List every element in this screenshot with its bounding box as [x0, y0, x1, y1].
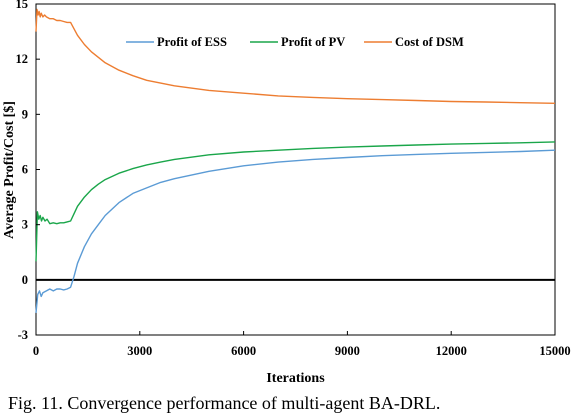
series-line-2	[35, 8, 556, 104]
x-tick-label: 0	[33, 344, 39, 358]
series-layer	[35, 8, 556, 313]
y-tick-label: 15	[16, 0, 29, 11]
y-tick-label: 0	[22, 273, 28, 287]
y-axis-title: Average Profit/Cost [$]	[2, 101, 17, 239]
x-tick-label: 3000	[127, 344, 152, 358]
y-tick-label: 3	[22, 218, 28, 232]
line-chart: -3 0 3 6 9 12 15 0 3000 6000 9000 12000 15000 Profit…	[2, 0, 571, 386]
x-tick-label: 15000	[539, 344, 570, 358]
x-axis-title: Iterations	[266, 371, 325, 386]
y-tick-label: 12	[16, 52, 29, 66]
plot-area-frame	[35, 3, 556, 336]
legend-label-1: Profit of PV	[281, 35, 345, 49]
legend: Profit of ESS Profit of PV Cost of DSM	[126, 35, 464, 49]
series-line-0	[35, 149, 556, 313]
x-tick-label: 9000	[335, 344, 360, 358]
legend-label-0: Profit of ESS	[157, 35, 227, 49]
y-tick-label: 9	[22, 107, 28, 121]
tick-layer: -3 0 3 6 9 12 15 0 3000 6000 9000 12000 15000	[16, 0, 571, 358]
legend-label-2: Cost of DSM	[395, 35, 464, 49]
x-tick-label: 12000	[436, 344, 467, 358]
y-tick-label: 6	[22, 163, 28, 177]
series-line-1	[35, 141, 556, 262]
y-tick-label: -3	[18, 328, 28, 342]
x-tick-label: 6000	[231, 344, 256, 358]
figure-caption: Fig. 11. Convergence performance of mult…	[8, 393, 441, 413]
